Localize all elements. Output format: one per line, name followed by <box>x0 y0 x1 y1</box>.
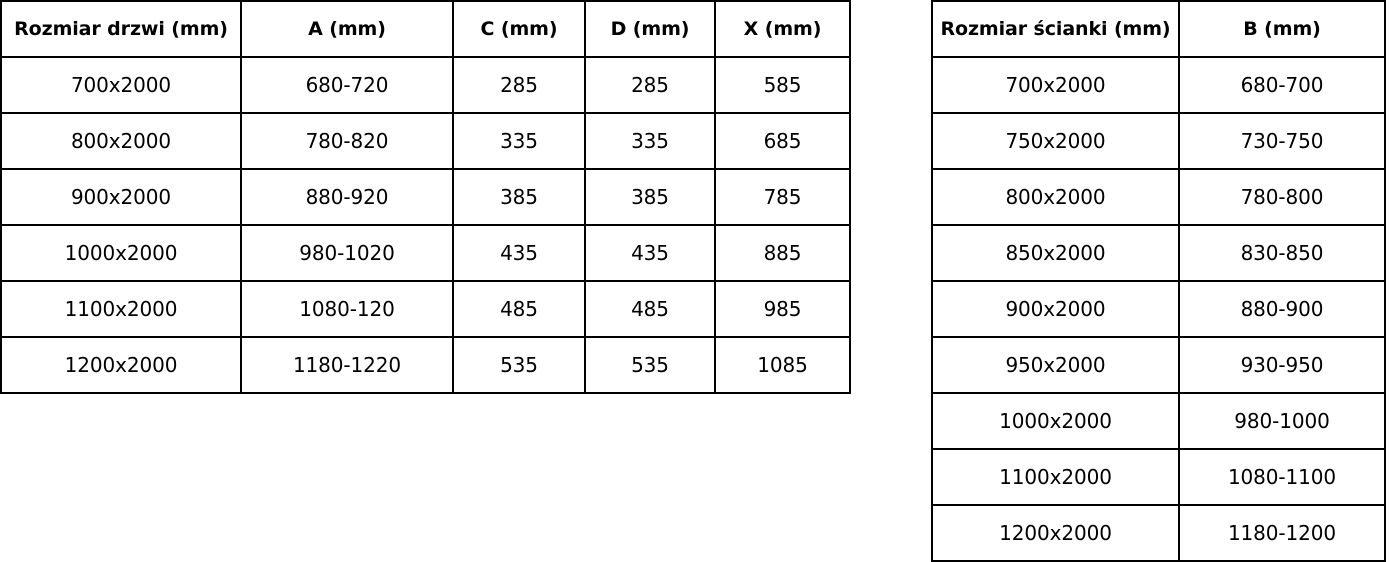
table-row: 800x2000 780-820 335 335 685 <box>0 112 851 170</box>
cell-d: 285 <box>584 56 716 114</box>
table-header-row: Rozmiar ścianki (mm) B (mm) <box>931 0 1386 58</box>
cell-wall-size: 700x2000 <box>931 56 1180 114</box>
cell-d: 435 <box>584 224 716 282</box>
cell-a: 1180-1220 <box>240 336 454 394</box>
cell-wall-size: 800x2000 <box>931 168 1180 226</box>
cell-x: 785 <box>714 168 851 226</box>
cell-b: 830-850 <box>1178 224 1386 282</box>
cell-door-size: 700x2000 <box>0 56 242 114</box>
cell-wall-size: 750x2000 <box>931 112 1180 170</box>
cell-a: 680-720 <box>240 56 454 114</box>
table-row: 900x2000 880-900 <box>931 280 1386 338</box>
column-header-b: B (mm) <box>1178 0 1386 58</box>
cell-door-size: 900x2000 <box>0 168 242 226</box>
cell-b: 1180-1200 <box>1178 504 1386 562</box>
cell-wall-size: 950x2000 <box>931 336 1180 394</box>
cell-b: 780-800 <box>1178 168 1386 226</box>
table-row: 800x2000 780-800 <box>931 168 1386 226</box>
table-row: 900x2000 880-920 385 385 785 <box>0 168 851 226</box>
table-row: 1100x2000 1080-120 485 485 985 <box>0 280 851 338</box>
table-row: 850x2000 830-850 <box>931 224 1386 282</box>
cell-a: 1080-120 <box>240 280 454 338</box>
cell-x: 985 <box>714 280 851 338</box>
cell-wall-size: 900x2000 <box>931 280 1180 338</box>
cell-x: 885 <box>714 224 851 282</box>
table-row: 700x2000 680-700 <box>931 56 1386 114</box>
cell-wall-size: 1200x2000 <box>931 504 1180 562</box>
cell-d: 335 <box>584 112 716 170</box>
table-row: 1000x2000 980-1020 435 435 885 <box>0 224 851 282</box>
cell-c: 385 <box>452 168 586 226</box>
table-row: 1200x2000 1180-1220 535 535 1085 <box>0 336 851 394</box>
cell-d: 485 <box>584 280 716 338</box>
cell-b: 680-700 <box>1178 56 1386 114</box>
table-row: 750x2000 730-750 <box>931 112 1386 170</box>
cell-d: 385 <box>584 168 716 226</box>
cell-door-size: 800x2000 <box>0 112 242 170</box>
cell-c: 535 <box>452 336 586 394</box>
cell-b: 730-750 <box>1178 112 1386 170</box>
cell-c: 435 <box>452 224 586 282</box>
table-row: 950x2000 930-950 <box>931 336 1386 394</box>
cell-a: 780-820 <box>240 112 454 170</box>
column-header-c: C (mm) <box>452 0 586 58</box>
cell-a: 980-1020 <box>240 224 454 282</box>
table-row: 700x2000 680-720 285 285 585 <box>0 56 851 114</box>
cell-c: 335 <box>452 112 586 170</box>
cell-b: 1080-1100 <box>1178 448 1386 506</box>
cell-door-size: 1100x2000 <box>0 280 242 338</box>
cell-x: 685 <box>714 112 851 170</box>
cell-b: 930-950 <box>1178 336 1386 394</box>
column-header-door-size: Rozmiar drzwi (mm) <box>0 0 242 58</box>
column-header-x: X (mm) <box>714 0 851 58</box>
cell-wall-size: 850x2000 <box>931 224 1180 282</box>
column-header-wall-size: Rozmiar ścianki (mm) <box>931 0 1180 58</box>
column-header-a: A (mm) <box>240 0 454 58</box>
wall-panel-size-table: Rozmiar ścianki (mm) B (mm) 700x2000 680… <box>931 0 1386 562</box>
cell-wall-size: 1100x2000 <box>931 448 1180 506</box>
cell-c: 485 <box>452 280 586 338</box>
cell-x: 585 <box>714 56 851 114</box>
door-size-table: Rozmiar drzwi (mm) A (mm) C (mm) D (mm) … <box>0 0 851 394</box>
table-row: 1200x2000 1180-1200 <box>931 504 1386 562</box>
cell-a: 880-920 <box>240 168 454 226</box>
cell-door-size: 1200x2000 <box>0 336 242 394</box>
cell-x: 1085 <box>714 336 851 394</box>
table-header-row: Rozmiar drzwi (mm) A (mm) C (mm) D (mm) … <box>0 0 851 58</box>
table-row: 1100x2000 1080-1100 <box>931 448 1386 506</box>
table-row: 1000x2000 980-1000 <box>931 392 1386 450</box>
cell-door-size: 1000x2000 <box>0 224 242 282</box>
column-header-d: D (mm) <box>584 0 716 58</box>
cell-b: 980-1000 <box>1178 392 1386 450</box>
cell-d: 535 <box>584 336 716 394</box>
cell-wall-size: 1000x2000 <box>931 392 1180 450</box>
cell-b: 880-900 <box>1178 280 1386 338</box>
cell-c: 285 <box>452 56 586 114</box>
